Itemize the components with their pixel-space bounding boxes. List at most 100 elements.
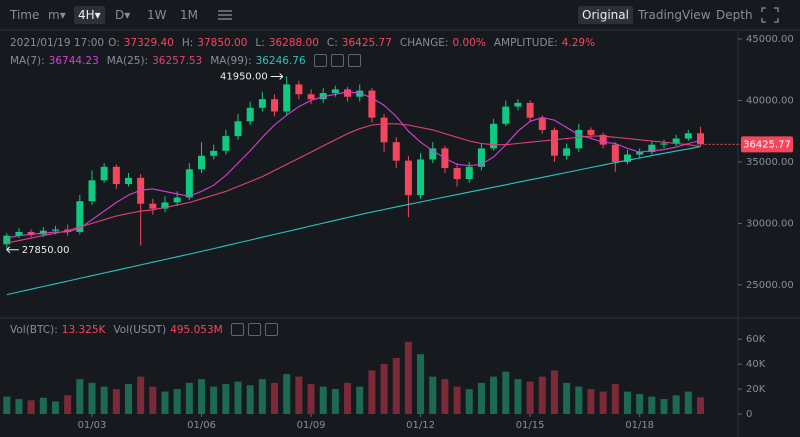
candle-body [538, 117, 546, 130]
volume-value: 13.325K [61, 323, 106, 336]
candle-body [149, 203, 157, 209]
tool-button[interactable]: 4H▾ [74, 6, 105, 24]
volume-bar [344, 382, 352, 414]
candle-body [380, 117, 388, 143]
x-tick-label: 01/09 [297, 420, 326, 431]
volume-bar [319, 386, 327, 414]
volume-bar [271, 382, 279, 414]
info-value: 36425.77 [341, 37, 392, 49]
ma-label: MA(7): [10, 54, 45, 67]
volume-bar [636, 394, 644, 414]
volume-bar [51, 401, 59, 414]
icon[interactable] [330, 54, 344, 67]
volume-bar [684, 391, 692, 414]
volume-bar [331, 389, 339, 414]
ma-label: MA(99): [210, 54, 252, 67]
candle-body [246, 107, 254, 122]
candle-body [173, 197, 181, 203]
icon[interactable] [230, 323, 244, 336]
y-tick-label: 30000.00 [746, 218, 794, 229]
info-date: 2021/01/19 17:00 [10, 37, 105, 49]
volume-bar [477, 382, 485, 414]
arrow [6, 246, 19, 254]
candle-body [283, 84, 291, 112]
volume-bar [125, 384, 132, 414]
tool-button[interactable]: 1W [147, 8, 167, 22]
volume-bar [295, 376, 303, 414]
fullscreen-icon[interactable] [761, 7, 779, 23]
y-tick-label: 40000.00 [746, 95, 794, 106]
volume-label: Vol(BTC): [10, 323, 58, 336]
volume-bar [417, 354, 425, 414]
volume-bar [429, 376, 437, 414]
info-label: C: [326, 37, 338, 49]
icon[interactable] [247, 323, 261, 336]
volume-bar [307, 384, 315, 414]
y-tick-label: 25000.00 [746, 280, 794, 291]
volume-bar [173, 389, 181, 414]
view-button[interactable]: Original [578, 6, 633, 24]
ma-line [6, 123, 701, 244]
tool-button[interactable]: m▾ [48, 8, 66, 22]
candle-body [344, 89, 352, 97]
tool-button[interactable]: Time [10, 8, 40, 22]
arrow [270, 73, 284, 80]
candle-body [319, 93, 327, 100]
volume-bar [623, 391, 631, 414]
candle-body [15, 231, 23, 236]
x-tick-label: 01/06 [187, 420, 216, 431]
icon[interactable] [264, 323, 278, 336]
view-button[interactable]: TradingView [638, 8, 711, 22]
ma-value: 36257.53 [152, 54, 203, 67]
candle-body [453, 168, 461, 180]
volume-label: Vol(USDT) [113, 323, 167, 336]
volume-bar [149, 386, 157, 414]
volume-bar [64, 395, 72, 414]
view-button[interactable]: Depth [716, 8, 753, 22]
candle-body [672, 138, 680, 144]
volume-tick-label: 60K [746, 334, 766, 345]
info-label: AMPLITUDE: [493, 37, 558, 49]
settings-icon[interactable] [218, 10, 232, 20]
volume-row: Vol(BTC): 13.325K Vol(USDT) 495.053M [10, 323, 282, 336]
candle-body [636, 152, 644, 155]
volume-bar [283, 374, 291, 414]
candle-body [125, 177, 132, 185]
tool-button[interactable]: 1M [180, 8, 198, 22]
candle-body [222, 136, 230, 151]
volume-bar [575, 386, 583, 414]
volume-bar [3, 396, 11, 414]
candle-body [307, 94, 315, 100]
candle-body [575, 129, 583, 149]
volume-bar [550, 370, 558, 414]
volume-bar [234, 381, 242, 414]
icon[interactable] [347, 54, 361, 67]
volume-bar [258, 379, 266, 414]
candle-body [526, 102, 534, 118]
tool-button[interactable]: D▾ [115, 8, 131, 22]
x-tick-label: 01/03 [78, 420, 107, 431]
volume-bar [660, 399, 668, 414]
volume-bar [441, 379, 449, 414]
candle-body [514, 102, 522, 107]
candle-body [185, 169, 193, 198]
volume-bar [39, 397, 47, 414]
candle-body [100, 166, 108, 181]
info-label: O: [108, 37, 120, 49]
info-label: L: [255, 37, 265, 49]
volume-bar [453, 386, 461, 414]
candle-body [404, 160, 412, 196]
volume-bar [185, 382, 193, 414]
volume-bar [696, 397, 704, 414]
volume-tick-label: 40K [746, 359, 766, 370]
candle-body [611, 144, 619, 162]
candle-body [27, 231, 35, 235]
x-tick-label: 01/18 [625, 420, 654, 431]
info-row: 2021/01/19 17:00 O: 37329.40 H: 37850.00 L: 3… [10, 37, 603, 49]
candle-body [161, 202, 169, 209]
candle-body [429, 148, 437, 160]
volume-bar [380, 364, 388, 414]
volume-bar [112, 389, 120, 414]
icon[interactable] [313, 54, 327, 67]
